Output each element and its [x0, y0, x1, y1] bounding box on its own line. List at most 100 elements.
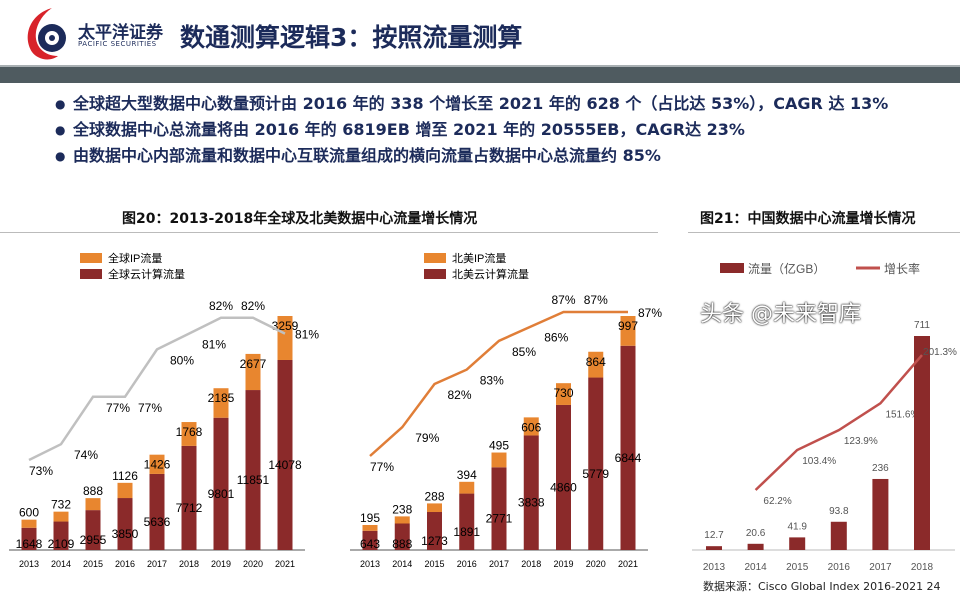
fig21-title: 图21：中国数据中心流量增长情况 [700, 211, 916, 227]
legend-swatch [424, 253, 446, 263]
bar-label-ip: 600 [19, 506, 39, 520]
bar-cloud [117, 498, 133, 550]
bar-cloud [213, 417, 229, 550]
bar-label-ip: 888 [83, 484, 103, 498]
bar-label-ip: 730 [553, 386, 573, 400]
bar-cloud [362, 530, 378, 550]
x-tick-label: 2014 [51, 559, 71, 569]
bar-ip [491, 452, 507, 468]
bar-traffic [830, 521, 847, 550]
x-tick-label: 2013 [19, 559, 39, 569]
bar-label-cloud: 2109 [48, 537, 75, 551]
header-divider [0, 65, 960, 83]
x-tick-label: 2014 [744, 562, 767, 573]
line-label: 82% [209, 299, 233, 313]
x-tick-label: 2021 [618, 559, 638, 569]
line-label: 74% [74, 448, 98, 462]
x-tick-label: 2014 [392, 559, 412, 569]
bar-cloud [459, 493, 475, 550]
bar-label-ip: 864 [586, 355, 606, 369]
line-label: 81% [295, 328, 319, 342]
bar-label-cloud: 3838 [518, 496, 545, 510]
bar-cloud [620, 345, 636, 550]
growth-line [754, 354, 923, 491]
bar-label: 12.7 [704, 530, 724, 541]
page-title: 数通测算逻辑3：按照流量测算 [180, 23, 523, 52]
bullet-item: 全球数据中心总流量将由 2016 年的 6819EB 增至 2021 年的 20… [55, 119, 935, 141]
bar-cloud [53, 521, 69, 550]
bar-label-cloud: 5636 [144, 515, 171, 529]
share-line [28, 316, 286, 462]
line-label: 83% [480, 374, 504, 388]
line-label: 151.6% [885, 409, 919, 420]
legend-swatch [80, 253, 102, 263]
bar-label-ip: 732 [51, 498, 71, 512]
bar-traffic [789, 537, 806, 550]
bar-ip [213, 388, 229, 418]
bar-ip [21, 519, 37, 528]
x-tick-label: 2013 [703, 562, 726, 573]
x-tick-label: 2015 [786, 562, 809, 573]
line-label: 77% [370, 460, 394, 474]
bar-cloud [491, 467, 507, 550]
bar-cloud [588, 377, 604, 550]
pacific-securities-logo [27, 8, 66, 60]
bar-ip [588, 351, 604, 378]
bar-label-cloud: 9801 [208, 487, 235, 501]
bar-label-cloud: 5779 [582, 467, 609, 481]
bar-label: 41.9 [787, 521, 807, 532]
bar-label-ip: 606 [521, 420, 541, 434]
watermark: 头条 @未来智库 [700, 302, 861, 327]
line-label: 77% [138, 401, 162, 415]
bar-cloud [523, 435, 539, 550]
line-label: 86% [544, 330, 568, 344]
line-label: 87% [584, 293, 608, 307]
x-tick-label: 2018 [911, 562, 934, 573]
bar-label-cloud: 6844 [615, 451, 642, 465]
bar-label-cloud: 2771 [486, 512, 513, 526]
line-label: 73% [29, 464, 53, 478]
source-note: 数据来源：Cisco Global Index 2016-2021 24 [703, 580, 941, 593]
bar-cloud [149, 473, 165, 550]
x-tick-label: 2020 [243, 559, 263, 569]
bar-label-cloud: 14078 [268, 458, 302, 472]
legend-label: 流量（亿GB） [748, 261, 825, 276]
bar-label: 711 [914, 320, 930, 331]
bullet-item: 由数据中心内部流量和数据中心互联流量组成的横向流量占数据中心总流量约 85% [55, 145, 935, 167]
line-label: 82% [447, 388, 471, 402]
bar-label-cloud: 1891 [453, 525, 480, 539]
line-label: 62.2% [763, 496, 791, 507]
bar-traffic [872, 478, 889, 550]
x-tick-label: 2013 [360, 559, 380, 569]
x-tick-label: 2019 [211, 559, 231, 569]
bar-label-ip: 2185 [208, 391, 235, 405]
x-tick-label: 2015 [424, 559, 444, 569]
bar-ip [620, 316, 636, 346]
fig21-rule [688, 232, 960, 233]
x-tick-label: 2017 [489, 559, 509, 569]
bar-label-ip: 1768 [176, 425, 203, 439]
bar-cloud [277, 359, 293, 550]
bar-label-ip: 997 [618, 319, 638, 333]
bar-traffic [706, 546, 722, 550]
legend-label: 增长率 [884, 261, 920, 276]
line-label: 82% [241, 299, 265, 313]
bar-label-ip: 1126 [112, 469, 138, 483]
bar-ip [394, 516, 410, 524]
bar-label-ip: 2677 [240, 357, 267, 371]
x-tick-label: 2016 [828, 562, 851, 573]
x-tick-label: 2016 [115, 559, 135, 569]
bar-label-cloud: 643 [360, 537, 380, 551]
bar-ip [362, 524, 378, 531]
bar-ip [556, 383, 571, 405]
line-label: 79% [415, 431, 439, 445]
line-label: 87% [551, 293, 575, 307]
line-label: 85% [512, 345, 536, 359]
bar-label: 93.8 [829, 506, 849, 517]
line-label: 87% [638, 306, 662, 320]
bar-ip [85, 498, 101, 511]
line-label: 81% [202, 338, 226, 352]
x-tick-label: 2017 [147, 559, 167, 569]
bullet-list: 全球超大型数据中心数量预计由 2016 年的 338 个增长至 2021 年的 … [55, 93, 935, 171]
